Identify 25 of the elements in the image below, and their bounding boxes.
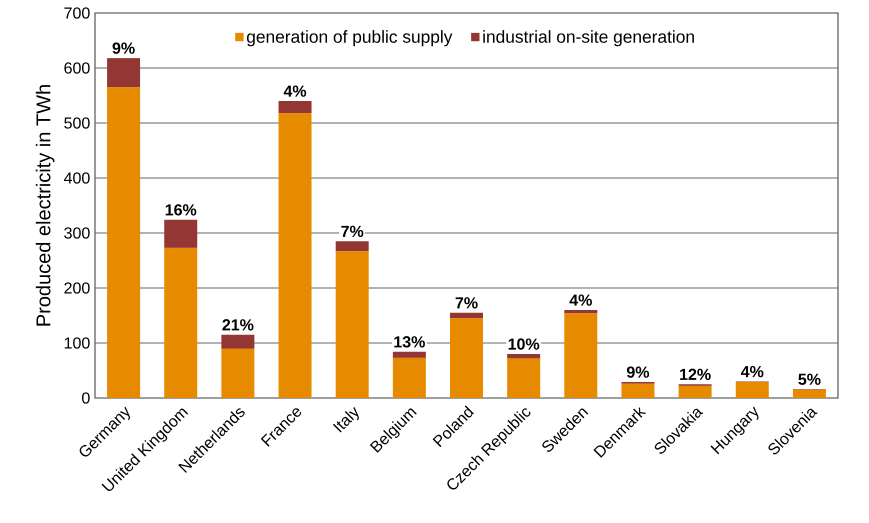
y-tick-label: 400 — [64, 172, 90, 184]
legend-label: industrial on-site generation — [483, 30, 694, 46]
annotation: 9% — [112, 42, 135, 54]
annotation: 9% — [626, 366, 650, 378]
annotation: 16% — [166, 204, 196, 216]
annotation: 13% — [394, 336, 425, 348]
x-tick-label: Italy — [332, 406, 359, 433]
y-tick-label: 600 — [64, 62, 90, 74]
annotation: 7% — [456, 297, 478, 308]
annotation: 4% — [740, 366, 764, 378]
annotation: 7% — [341, 226, 364, 237]
annotation: 21% — [222, 319, 254, 330]
y-tick-label: 500 — [64, 117, 90, 129]
y-axis-title: Produced electricity in TWh — [36, 85, 54, 326]
annotation: 10% — [508, 338, 540, 350]
y-tick-label: 100 — [64, 337, 90, 349]
y-tick-label: 700 — [64, 7, 90, 19]
y-tick-label: 200 — [64, 282, 90, 294]
annotation: 12% — [680, 368, 711, 380]
y-tick-label: 0 — [82, 392, 90, 404]
y-tick-label: 300 — [64, 227, 90, 239]
annotation: 5% — [798, 374, 821, 385]
annotation: 4% — [569, 294, 592, 306]
legend-label: generation of public supply — [246, 30, 452, 46]
annotation: 4% — [284, 85, 306, 97]
